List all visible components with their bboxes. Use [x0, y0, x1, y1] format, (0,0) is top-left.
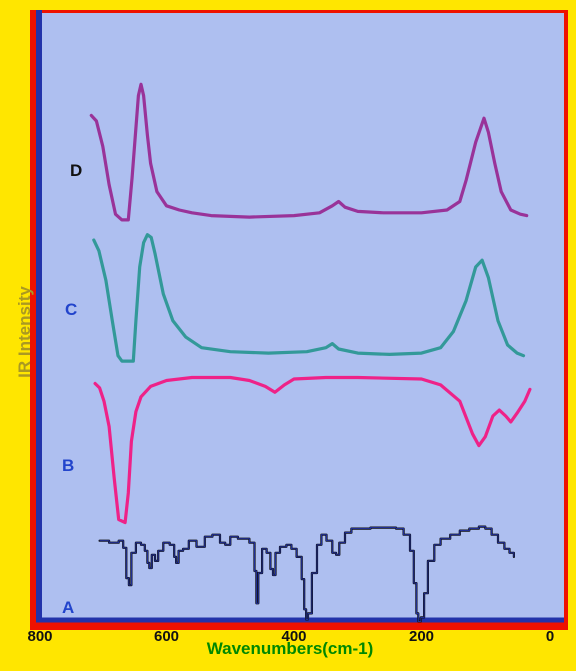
series-line-D	[89, 82, 529, 222]
series-line-A-highlight	[99, 526, 515, 622]
series-line-B	[93, 375, 532, 525]
series-label-D: D	[70, 161, 82, 180]
x-tick-label: 600	[154, 628, 179, 645]
y-axis-title: IR Intensity	[15, 286, 34, 378]
plot-area	[36, 13, 564, 622]
x-tick-label: 800	[27, 628, 52, 645]
series-line-C	[92, 233, 526, 363]
x-tick-label: 0	[546, 628, 554, 645]
x-tick-label: 400	[281, 628, 306, 645]
series-layer: D C B A	[62, 82, 532, 623]
x-axis-title: Wavenumbers(cm-1)	[207, 639, 374, 658]
series-label-B: B	[62, 456, 74, 475]
series-label-A: A	[62, 598, 74, 617]
x-tick-labels: 800 600 400 200 0	[27, 628, 554, 645]
series-label-C: C	[65, 300, 77, 319]
x-tick-label: 200	[409, 628, 434, 645]
